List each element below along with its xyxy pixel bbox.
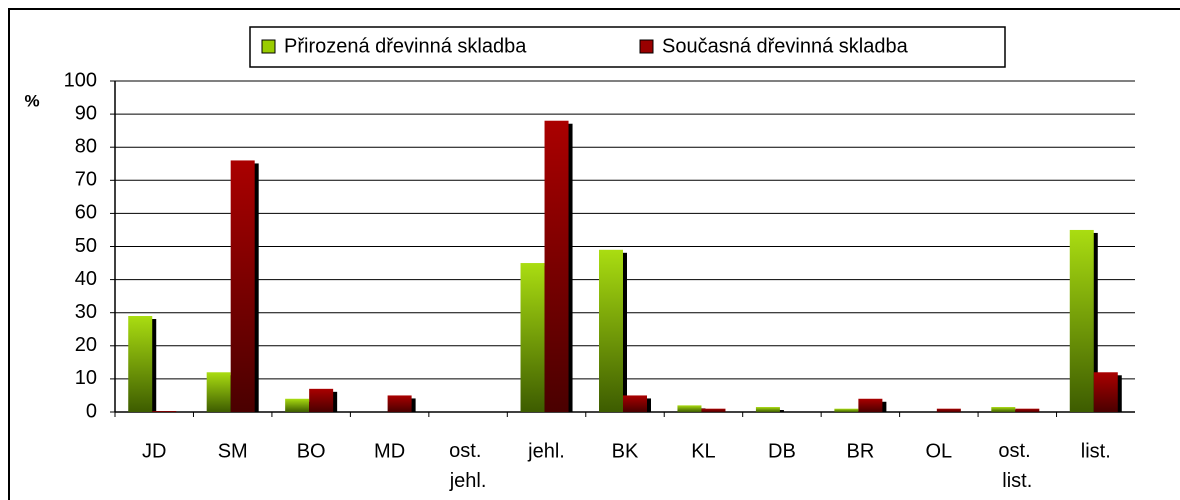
y-tick-label: 90 bbox=[75, 102, 97, 124]
bar bbox=[206, 372, 231, 412]
x-tick-label: BO bbox=[297, 440, 326, 462]
bar bbox=[520, 263, 545, 412]
bar bbox=[599, 249, 623, 412]
legend-label: Přirozená dřevinná skladba bbox=[284, 35, 527, 57]
x-tick-label: SM bbox=[218, 440, 248, 462]
label-line: list. bbox=[1002, 470, 1032, 492]
x-tick-label: KL bbox=[691, 440, 715, 462]
x-tick-label: DB bbox=[768, 440, 796, 462]
bar bbox=[387, 395, 412, 412]
bar bbox=[1093, 372, 1118, 412]
y-tick-label: 20 bbox=[75, 334, 97, 356]
bar bbox=[309, 388, 334, 412]
bar bbox=[834, 408, 859, 412]
bar bbox=[544, 120, 569, 412]
y-axis-label: % bbox=[24, 91, 39, 110]
y-tick-label: 10 bbox=[75, 367, 97, 389]
frame bbox=[8, 8, 1180, 500]
y-tick-label: 70 bbox=[75, 169, 97, 191]
bar bbox=[1069, 229, 1094, 412]
x-tick-label: ost. jehl. bbox=[449, 440, 487, 492]
y-tick-label: 50 bbox=[75, 235, 97, 257]
x-tick-label: list. bbox=[1081, 440, 1111, 462]
bar bbox=[991, 407, 1016, 412]
legend-label: Současná dřevinná skladba bbox=[662, 35, 909, 57]
bar bbox=[230, 160, 255, 412]
legend-swatch bbox=[261, 39, 276, 54]
bar bbox=[623, 395, 647, 412]
y-tick-label: 80 bbox=[75, 135, 97, 157]
x-tick-label: ost. list. bbox=[998, 440, 1036, 492]
x-tick-label: MD bbox=[374, 440, 405, 462]
legend-swatch bbox=[639, 39, 654, 54]
bar bbox=[128, 316, 153, 412]
x-tick-label: JD bbox=[142, 440, 166, 462]
bar bbox=[755, 407, 780, 412]
bar bbox=[701, 408, 726, 412]
y-tick-label: 60 bbox=[75, 202, 97, 224]
label-line: ost. bbox=[998, 440, 1036, 462]
bar bbox=[285, 398, 310, 412]
bar bbox=[936, 408, 961, 412]
y-tick-label: 40 bbox=[75, 268, 97, 290]
x-tick-label: OL bbox=[926, 440, 953, 462]
label-line: jehl. bbox=[449, 470, 487, 492]
label-line: ost. bbox=[449, 440, 487, 462]
y-tick-label: 30 bbox=[75, 301, 97, 323]
bar bbox=[1015, 408, 1040, 412]
x-tick-label: jehl. bbox=[527, 440, 565, 462]
legend bbox=[249, 26, 1006, 68]
x-tick-label: BK bbox=[612, 440, 639, 462]
bar bbox=[858, 398, 883, 412]
bar bbox=[677, 405, 702, 412]
y-tick-label: 0 bbox=[86, 400, 97, 422]
bar bbox=[152, 411, 177, 412]
x-tick-label: BR bbox=[846, 440, 874, 462]
y-tick-label: 100 bbox=[64, 69, 97, 91]
